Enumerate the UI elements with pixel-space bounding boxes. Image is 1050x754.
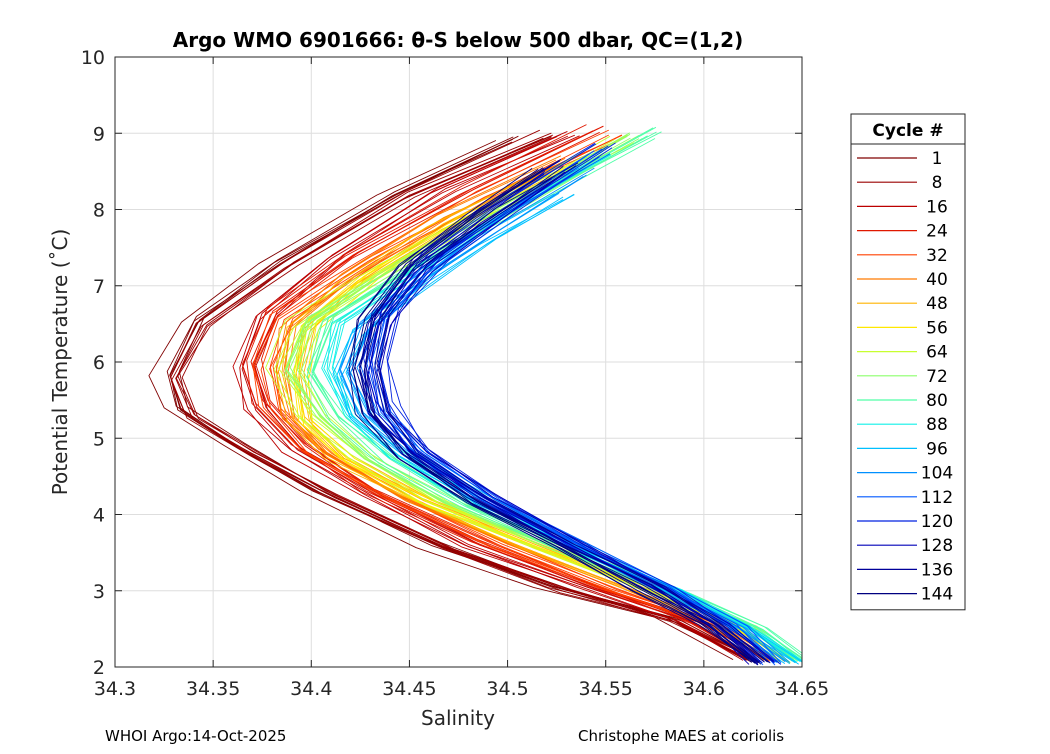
legend-label: 40 <box>926 270 948 290</box>
series-line-cycle-8 <box>177 132 753 663</box>
series-line-cycle-16 <box>239 134 748 660</box>
series-line-cycle-128 <box>379 174 775 663</box>
series-line-cycle-120 <box>387 147 782 665</box>
y-tick-label: 5 <box>93 428 105 450</box>
series-line-cycle-128 <box>376 171 775 662</box>
legend-label: 8 <box>932 173 943 193</box>
legend-title: Cycle # <box>872 121 943 141</box>
x-tick-label: 34.65 <box>775 678 829 700</box>
x-tick-label: 34.3 <box>94 678 136 700</box>
y-tick-label: 9 <box>93 123 105 145</box>
series-line-cycle-136 <box>374 165 765 663</box>
y-tick-label: 3 <box>93 581 105 603</box>
y-axis-label: Potential Temperature (˚C) <box>48 229 72 496</box>
chart-title: Argo WMO 6901666: θ-S below 500 dbar, QC… <box>173 28 743 52</box>
legend-label: 32 <box>926 246 948 266</box>
y-tick-label: 4 <box>93 505 105 527</box>
legend-label: 56 <box>926 318 948 338</box>
legend-label: 48 <box>926 294 948 314</box>
series-line-cycle-24 <box>246 124 755 660</box>
x-tick-label: 34.35 <box>186 678 240 700</box>
series-line-cycle-136 <box>378 165 769 663</box>
x-tick-label: 34.6 <box>683 678 725 700</box>
plot-area: 34.3 34.35 34.4 34.45 34.5 34.55 34.6 34.65 2 3 4 5… <box>81 47 829 700</box>
x-tick-label: 34.55 <box>579 678 633 700</box>
x-tick-label: 34.4 <box>290 678 332 700</box>
series-line-cycle-56 <box>293 158 788 662</box>
x-axis-label: Salinity <box>421 706 495 730</box>
legend-label: 72 <box>926 367 948 387</box>
legend-label: 128 <box>921 536 953 556</box>
legend-box <box>850 113 966 611</box>
x-tick-label: 34.5 <box>486 678 528 700</box>
series-line-cycle-32 <box>253 134 756 660</box>
series-line-cycle-144 <box>352 168 753 663</box>
series-line-cycle-144 <box>348 167 754 663</box>
legend-label: 120 <box>921 512 953 532</box>
x-tick-label: 34.45 <box>382 678 436 700</box>
legend-label: 24 <box>926 222 948 242</box>
legend-label: 104 <box>921 464 953 484</box>
y-tick-label: 7 <box>93 276 105 298</box>
series-line-cycle-32 <box>260 138 764 661</box>
series-line-cycle-64 <box>273 139 780 663</box>
series-line-cycle-8 <box>175 135 758 661</box>
y-tick-label: 10 <box>81 47 105 69</box>
series-line-cycle-1 <box>148 140 734 660</box>
footer-left: WHOI Argo:14-Oct-2025 <box>105 727 286 745</box>
legend-label: 80 <box>926 391 948 411</box>
series-line-cycle-16 <box>254 135 768 662</box>
legend-label: 136 <box>921 560 953 580</box>
series-group <box>148 124 802 666</box>
series-line-cycle-128 <box>363 170 759 665</box>
legend-label: 96 <box>926 439 948 459</box>
legend-label: 64 <box>926 343 948 363</box>
legend-label: 88 <box>926 415 948 435</box>
footer-right: Christophe MAES at coriolis <box>578 727 784 745</box>
y-tick-label: 2 <box>93 657 105 679</box>
legend-label: 112 <box>921 488 953 508</box>
y-tick-label: 8 <box>93 200 105 222</box>
legend: Cycle # 1 8 16 24 32 40 48 56 64 72 80 88 96 104 112 120… <box>850 113 966 611</box>
series-line-cycle-136 <box>365 158 760 663</box>
series-line-cycle-120 <box>386 142 776 663</box>
series-line-cycle-40 <box>275 159 765 661</box>
series-line-cycle-8 <box>181 136 760 663</box>
series-line-cycle-32 <box>252 129 757 659</box>
y-tick-label: 6 <box>93 352 105 374</box>
legend-label: 144 <box>921 585 953 605</box>
series-line-cycle-104 <box>339 174 770 663</box>
series-line-cycle-48 <box>281 172 774 663</box>
series-line-cycle-144 <box>363 175 768 663</box>
series-line-cycle-16 <box>242 130 758 659</box>
legend-label: 1 <box>932 149 943 169</box>
legend-label: 16 <box>926 197 948 217</box>
